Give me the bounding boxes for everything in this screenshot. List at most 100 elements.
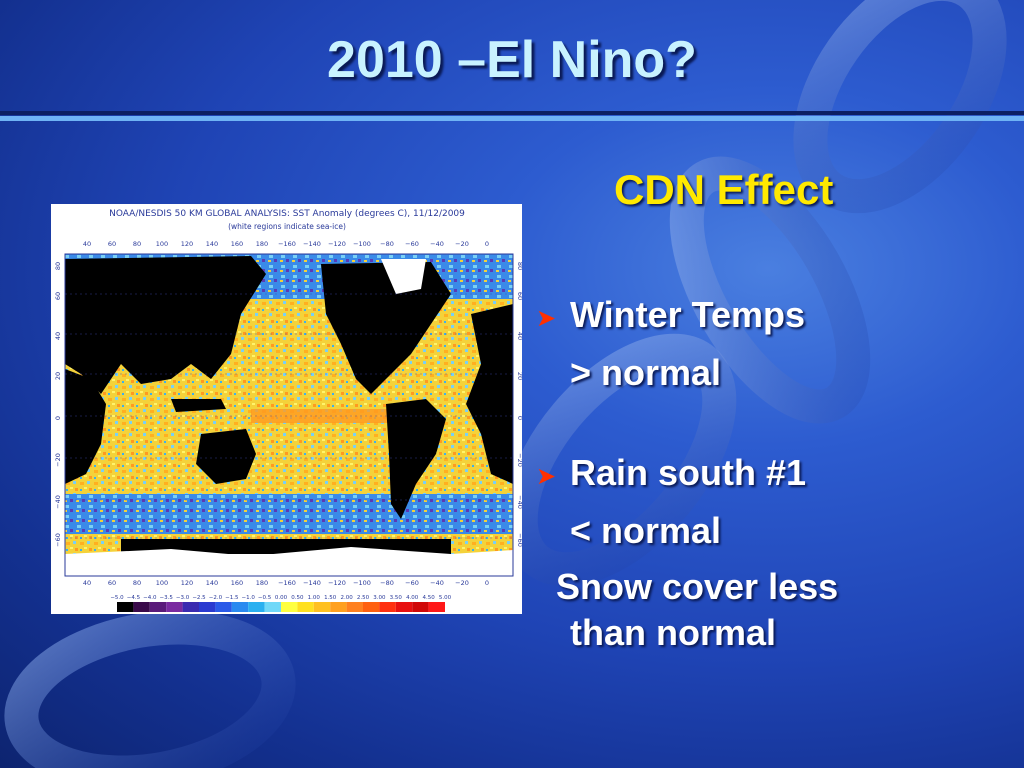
lon-label-bottom: −120 bbox=[328, 579, 346, 587]
colorbar-label: −5.0 bbox=[110, 595, 124, 601]
bullet-1-line-2: > normal bbox=[570, 352, 722, 393]
greenland-ice bbox=[381, 259, 426, 294]
lat-label-right: 20 bbox=[516, 372, 522, 380]
lon-label: 100 bbox=[156, 240, 168, 248]
colorbar-swatch bbox=[133, 602, 150, 612]
lat-label-right: 60 bbox=[516, 292, 522, 300]
lon-label-bottom: 120 bbox=[181, 579, 193, 587]
land-australia bbox=[196, 429, 256, 484]
antarctic-ice-edge bbox=[65, 547, 513, 560]
colorbar-label: 4.50 bbox=[422, 595, 435, 601]
lon-label: 120 bbox=[181, 240, 193, 248]
colorbar-label: −1.0 bbox=[242, 595, 256, 601]
lon-label-bottom: −140 bbox=[303, 579, 321, 587]
colorbar-swatch bbox=[199, 602, 216, 612]
lon-label-bottom: −80 bbox=[380, 579, 394, 587]
bullet-2-line-2: < normal bbox=[570, 510, 722, 551]
colorbar-swatch bbox=[346, 602, 363, 612]
map-frame bbox=[64, 253, 514, 577]
land-indonesia bbox=[171, 399, 226, 412]
lat-label-right: −20 bbox=[516, 453, 522, 467]
lon-label-bottom: 80 bbox=[133, 579, 141, 587]
land-africa bbox=[65, 369, 106, 484]
lat-label: 40 bbox=[54, 332, 62, 340]
colorbar-label: −2.5 bbox=[192, 595, 206, 601]
lon-label: 40 bbox=[83, 240, 91, 248]
lon-label-bottom: −40 bbox=[430, 579, 444, 587]
lon-label: −80 bbox=[380, 240, 394, 248]
colorbar-swatch bbox=[412, 602, 429, 612]
colorbar-label: 2.50 bbox=[357, 595, 370, 601]
colorbar: −5.0 −4.5 −4.0 −3.5 −3.0 −2.5 −2.0 −1.5 −1.0 −0.5… bbox=[110, 595, 452, 612]
colorbar-label: 5.00 bbox=[439, 595, 452, 601]
colorbar-label: −4.5 bbox=[127, 595, 141, 601]
lon-label: −140 bbox=[303, 240, 321, 248]
map-note: (white regions indicate sea-ice) bbox=[228, 222, 346, 231]
colorbar-swatch bbox=[363, 602, 380, 612]
lon-label: −160 bbox=[278, 240, 296, 248]
lon-label: 160 bbox=[231, 240, 243, 248]
lon-label-bottom: −160 bbox=[278, 579, 296, 587]
colorbar-swatch bbox=[379, 602, 396, 612]
lat-label: −40 bbox=[54, 495, 62, 509]
bullet-2-line-1: Rain south #1 bbox=[570, 452, 807, 493]
lon-label-bottom: −60 bbox=[405, 579, 419, 587]
lon-label: −40 bbox=[430, 240, 444, 248]
title-divider-light bbox=[0, 116, 1024, 121]
colorbar-label: 3.50 bbox=[390, 595, 403, 601]
lon-label: 180 bbox=[256, 240, 268, 248]
colorbar-label: 2.00 bbox=[340, 595, 353, 601]
lon-label: −120 bbox=[328, 240, 346, 248]
colorbar-swatch bbox=[215, 602, 232, 612]
lat-label: 80 bbox=[54, 262, 62, 270]
colorbar-swatch bbox=[297, 602, 314, 612]
colorbar-label: −1.5 bbox=[225, 595, 239, 601]
land-asia bbox=[65, 256, 266, 394]
bullet-1-line-1: Winter Temps bbox=[570, 294, 806, 335]
colorbar-swatch bbox=[428, 602, 445, 612]
colorbar-swatch bbox=[248, 602, 265, 612]
colorbar-label: −3.5 bbox=[160, 595, 174, 601]
colorbar-swatch bbox=[395, 602, 413, 612]
colorbar-swatch bbox=[166, 602, 183, 612]
lon-label: 0 bbox=[485, 240, 489, 248]
lon-label-bottom: −20 bbox=[455, 579, 469, 587]
lat-label: 0 bbox=[54, 416, 62, 420]
colorbar-swatch bbox=[149, 602, 167, 612]
lon-label-bottom: 0 bbox=[485, 579, 489, 587]
colorbar-swatch bbox=[313, 602, 331, 612]
lat-label-right: 80 bbox=[516, 262, 522, 270]
lat-label: −20 bbox=[54, 453, 62, 467]
lat-label: 20 bbox=[54, 372, 62, 380]
colorbar-label: −0.5 bbox=[258, 595, 272, 601]
lat-label-right: 0 bbox=[516, 416, 522, 420]
land-europe-africa-east bbox=[466, 304, 513, 484]
lat-label-right: −40 bbox=[516, 495, 522, 509]
colorbar-label: −3.0 bbox=[176, 595, 190, 601]
colorbar-swatch bbox=[231, 602, 249, 612]
lon-label: 140 bbox=[206, 240, 218, 248]
lon-label-bottom: 160 bbox=[231, 579, 243, 587]
extra-line-2: than normal bbox=[570, 612, 777, 653]
lon-label-bottom: 40 bbox=[83, 579, 91, 587]
colorbar-label: 1.50 bbox=[324, 595, 337, 601]
colorbar-label: 1.00 bbox=[308, 595, 321, 601]
lon-label: −60 bbox=[405, 240, 419, 248]
land-north-america bbox=[321, 262, 451, 394]
lat-label: 60 bbox=[54, 292, 62, 300]
colorbar-swatch bbox=[264, 602, 281, 612]
map-title: NOAA/NESDIS 50 KM GLOBAL ANALYSIS: SST A… bbox=[109, 209, 465, 219]
arrow-bullet-icon: ➤ bbox=[536, 305, 557, 332]
extra-line-1: Snow cover less bbox=[556, 566, 839, 607]
title-divider-dark bbox=[0, 111, 1024, 115]
colorbar-label: −2.0 bbox=[209, 595, 223, 601]
southern-ocean-band bbox=[65, 494, 513, 534]
lat-label-right: 40 bbox=[516, 332, 522, 340]
lon-label-bottom: −100 bbox=[353, 579, 371, 587]
colorbar-label: 0.50 bbox=[291, 595, 304, 601]
lon-label-bottom: 140 bbox=[206, 579, 218, 587]
land-south-america bbox=[386, 399, 446, 519]
lon-label-bottom: 60 bbox=[108, 579, 116, 587]
lon-label: −100 bbox=[353, 240, 371, 248]
